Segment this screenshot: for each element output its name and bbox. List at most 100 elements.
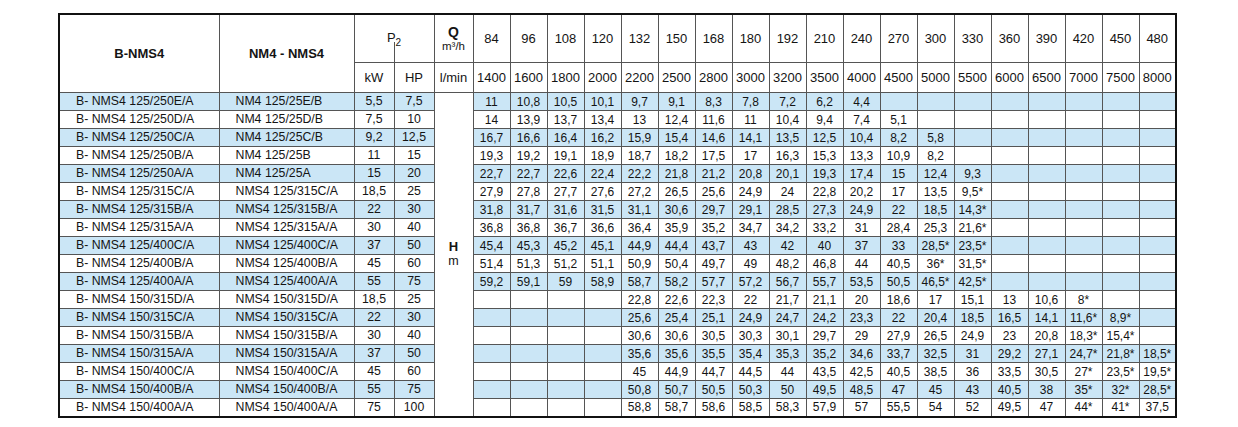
head-value-cell: 29 xyxy=(843,327,880,345)
hp-cell: 12,5 xyxy=(394,129,434,147)
head-value-cell: 15,4* xyxy=(1102,327,1139,345)
head-value-cell: 16,5 xyxy=(991,309,1028,327)
head-value-cell: 13,5 xyxy=(769,129,806,147)
head-value-cell xyxy=(1028,255,1065,273)
head-value-cell: 22,8 xyxy=(621,291,658,309)
head-value-cell xyxy=(1028,147,1065,165)
head-value-cell: 24,9 xyxy=(954,327,991,345)
table-row: B- NMS4 150/315B/ANMS4 150/315B/A304030,… xyxy=(59,327,1176,345)
model-b-cell: B- NMS4 125/400C/A xyxy=(59,237,219,255)
head-value-cell: 20,8 xyxy=(1028,327,1065,345)
head-value-cell: 43,7 xyxy=(695,237,732,255)
model-n-cell: NMS4 125/400B/A xyxy=(219,255,354,273)
head-value-cell: 10,6 xyxy=(1028,291,1065,309)
head-value-cell: 22,8 xyxy=(806,183,843,201)
flow-m3h-header-cell: 480 xyxy=(1139,14,1176,63)
head-value-cell xyxy=(1065,129,1102,147)
head-value-cell xyxy=(1065,255,1102,273)
head-value-cell xyxy=(1139,93,1176,111)
kw-cell: 11 xyxy=(354,147,394,165)
flow-m3h-header-cell: 240 xyxy=(843,14,880,63)
hp-cell: 25 xyxy=(394,291,434,309)
head-value-cell: 49 xyxy=(732,255,769,273)
head-value-cell: 13,5 xyxy=(917,183,954,201)
head-value-cell: 32,5 xyxy=(917,345,954,363)
head-value-cell: 11,6 xyxy=(695,111,732,129)
head-value-cell xyxy=(954,147,991,165)
model-b-cell: B- NMS4 125/250E/A xyxy=(59,93,219,111)
head-value-cell: 49,5 xyxy=(991,399,1028,417)
head-value-cell: 16,3 xyxy=(769,147,806,165)
hp-cell: 50 xyxy=(394,237,434,255)
head-value-cell xyxy=(1065,165,1102,183)
pump-performance-table: B-NMS4 NM4 - NMS4 P2 Q m³/h 849610812013… xyxy=(58,13,1177,418)
head-value-cell: 12,4 xyxy=(917,165,954,183)
flow-m3h-header-cell: 96 xyxy=(510,14,547,63)
head-value-cell: 8,2 xyxy=(880,129,917,147)
head-value-cell: 28,4 xyxy=(880,219,917,237)
head-value-cell xyxy=(1102,165,1139,183)
head-value-cell: 11 xyxy=(732,111,769,129)
head-value-cell: 25,4 xyxy=(658,309,695,327)
head-value-cell: 30,3 xyxy=(732,327,769,345)
head-value-cell: 19,2 xyxy=(510,147,547,165)
p2-subscript: 2 xyxy=(396,36,402,47)
head-value-cell: 24,9 xyxy=(843,201,880,219)
head-value-cell: 58,7 xyxy=(621,273,658,291)
head-value-cell xyxy=(510,363,547,381)
model-b-cell: B- NMS4 150/400C/A xyxy=(59,363,219,381)
head-value-cell: 17 xyxy=(917,291,954,309)
head-value-cell: 36,8 xyxy=(473,219,510,237)
head-value-cell xyxy=(1139,111,1176,129)
head-value-cell xyxy=(1065,147,1102,165)
table-row: B- NMS4 150/400C/ANMS4 150/400C/A4560454… xyxy=(59,363,1176,381)
head-value-cell: 33,5 xyxy=(991,363,1028,381)
kw-unit-header: kW xyxy=(354,63,394,93)
head-value-cell: 22,7 xyxy=(473,165,510,183)
hp-unit-header: HP xyxy=(394,63,434,93)
table-row: B- NMS4 125/400C/ANMS4 125/400C/A375045,… xyxy=(59,237,1176,255)
head-value-cell: 5,8 xyxy=(917,129,954,147)
head-value-cell xyxy=(584,345,621,363)
flow-m3h-header-cell: 300 xyxy=(917,14,954,63)
head-value-cell xyxy=(1065,273,1102,291)
head-value-cell xyxy=(991,273,1028,291)
flow-m3h-header-cell: 210 xyxy=(806,14,843,63)
head-value-cell: 45,4 xyxy=(473,237,510,255)
head-value-cell xyxy=(1065,111,1102,129)
kw-cell: 9,2 xyxy=(354,129,394,147)
column-header-q: Q m³/h xyxy=(434,14,473,63)
head-value-cell: 19,5* xyxy=(1139,363,1176,381)
head-value-cell: 25,3 xyxy=(917,219,954,237)
head-value-cell: 36* xyxy=(917,255,954,273)
flow-lmin-header-cell: 4000 xyxy=(843,63,880,93)
kw-cell: 45 xyxy=(354,255,394,273)
head-value-cell xyxy=(1139,273,1176,291)
head-value-cell xyxy=(991,147,1028,165)
pump-performance-table-wrapper: B-NMS4 NM4 - NMS4 P2 Q m³/h 849610812013… xyxy=(58,13,1177,418)
model-n-cell: NM4 125/25A xyxy=(219,165,354,183)
head-value-cell: 18,5 xyxy=(917,201,954,219)
kw-cell: 37 xyxy=(354,237,394,255)
flow-lmin-header-cell: 7500 xyxy=(1102,63,1139,93)
hp-cell: 20 xyxy=(394,165,434,183)
hp-cell: 75 xyxy=(394,273,434,291)
head-value-cell: 18,9 xyxy=(584,147,621,165)
head-value-cell: 27,3 xyxy=(806,201,843,219)
table-row: B- NMS4 125/315B/ANMS4 125/315B/A223031,… xyxy=(59,201,1176,219)
table-row: B- NMS4 150/400B/ANMS4 150/400B/A557550,… xyxy=(59,381,1176,399)
head-value-cell: 30,6 xyxy=(658,201,695,219)
head-value-cell: 58,5 xyxy=(732,399,769,417)
head-value-cell: 17 xyxy=(880,183,917,201)
model-n-cell: NM4 125/25C/B xyxy=(219,129,354,147)
flow-lmin-header-cell: 3500 xyxy=(806,63,843,93)
head-value-cell xyxy=(1139,327,1176,345)
head-value-cell: 49,5 xyxy=(806,381,843,399)
flow-lmin-header-cell: 6000 xyxy=(991,63,1028,93)
head-value-cell: 21,8* xyxy=(1102,345,1139,363)
head-value-cell: 35,2 xyxy=(806,345,843,363)
kw-cell: 30 xyxy=(354,219,394,237)
head-value-cell xyxy=(880,93,917,111)
kw-cell: 37 xyxy=(354,345,394,363)
head-value-cell: 19,1 xyxy=(547,147,584,165)
